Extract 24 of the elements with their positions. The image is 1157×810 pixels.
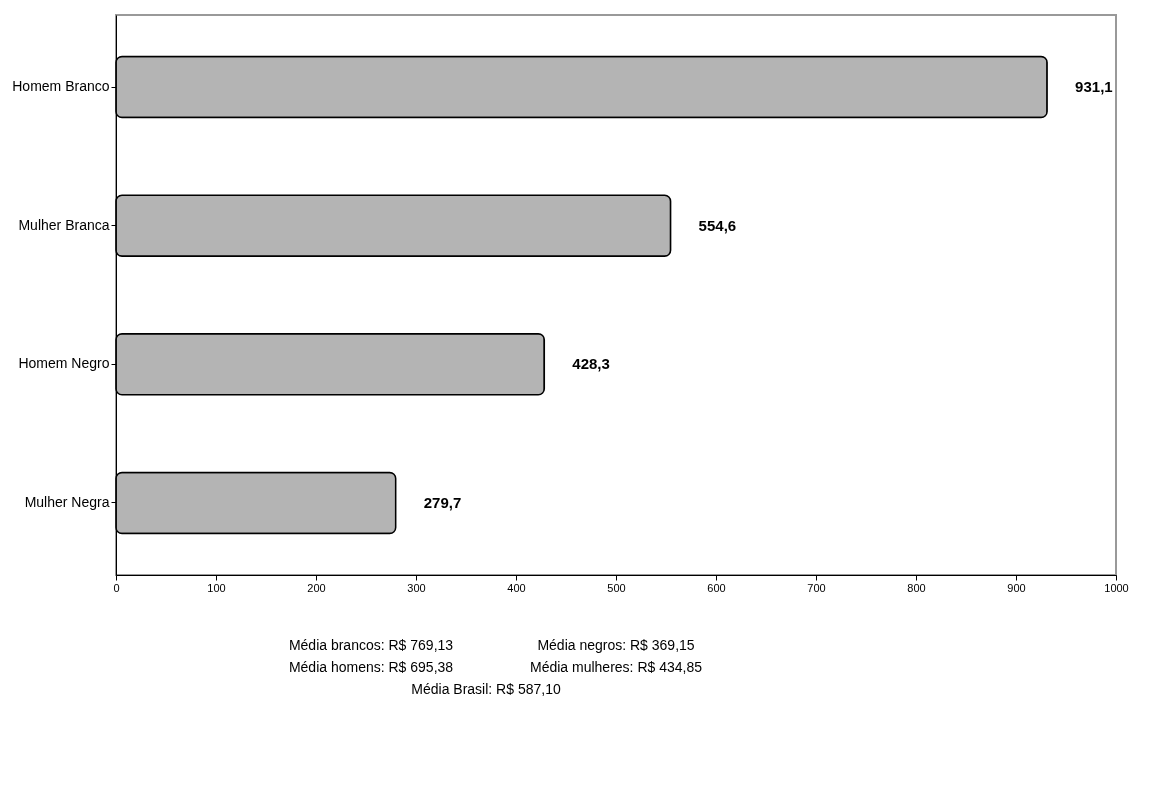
x-tick-label: 1000 xyxy=(1104,581,1129,594)
data-label: 554,6 xyxy=(698,216,737,234)
x-tick-label: 500 xyxy=(607,581,626,594)
text: Média mulheres: R$ 434,85 xyxy=(530,659,703,675)
y-tick-label: Homem Negro xyxy=(18,355,110,372)
x-tick-label: 700 xyxy=(807,581,826,594)
x-tick-label: 300 xyxy=(407,581,426,594)
text: Média Brasil: R$ 587,10 xyxy=(411,681,561,697)
data-label: 931,1 xyxy=(1075,78,1113,96)
x-tick-label: 100 xyxy=(207,581,226,594)
data-label: 279,7 xyxy=(423,493,462,511)
x-tick-label: 800 xyxy=(907,581,926,594)
text: Média homens: R$ 695,38 xyxy=(288,659,454,675)
y-tick-label: Mulher Branca xyxy=(18,216,110,233)
data-label: 428,3 xyxy=(572,355,610,373)
x-tick-label: 0 xyxy=(113,581,120,594)
x-tick-label: 400 xyxy=(507,581,526,594)
x-tick-label: 900 xyxy=(1007,581,1026,594)
x-tick-label: 200 xyxy=(307,581,326,594)
y-tick-label: Homem Branco xyxy=(12,78,110,95)
y-tick-label: Mulher Negra xyxy=(24,493,110,510)
x-tick-label: 600 xyxy=(707,581,726,594)
text: Média brancos: R$ 769,13 xyxy=(288,637,454,653)
text: Média negros: R$ 369,15 xyxy=(537,637,695,653)
